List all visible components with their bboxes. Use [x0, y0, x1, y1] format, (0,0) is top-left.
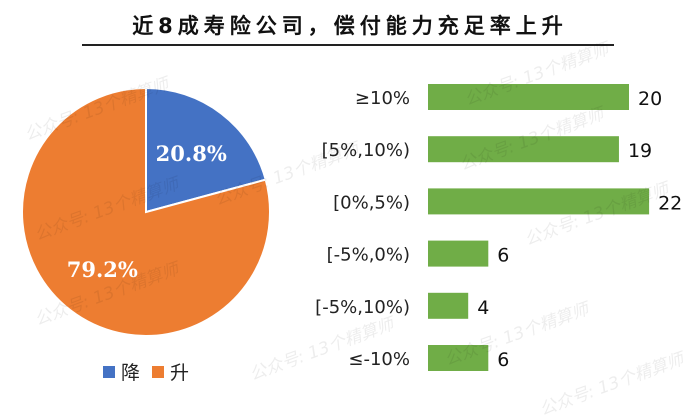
category-label-3: [-5%,0%): [327, 245, 410, 266]
category-label-0: ≥10%: [355, 88, 410, 109]
legend-item-increase: 升: [152, 358, 189, 385]
legend-item-decrease: 降: [103, 358, 140, 385]
category-label-2: [0%,5%): [333, 192, 410, 213]
bar-value-label-1: 19: [628, 140, 652, 162]
category-label-1: [5%,10%): [322, 140, 410, 161]
legend-label-decrease: 降: [121, 362, 141, 384]
pie-label-decrease: 20.8%: [156, 141, 227, 166]
bar-1: [428, 136, 619, 163]
legend-swatch-decrease: [103, 365, 115, 378]
bar-chart: ≥10% 20 [5%,10%) 19 [0%,5%) 22 [-5%,0%) 6 [-5%,1…: [315, 84, 682, 371]
chart-canvas: 20.8% 79.2% ≥10% 20 [5%,10%) 19 [0%,5%) 22 [-5%…: [21, 84, 682, 371]
category-label-5: ≤-10%: [348, 349, 410, 370]
pie-slice-increase: [21, 86, 271, 337]
bar-value-label-3: 6: [497, 245, 509, 267]
title-underline: [82, 44, 614, 46]
bar-0: [428, 84, 629, 110]
bar-value-label-4: 4: [477, 297, 489, 319]
bar-value-label-2: 22: [658, 192, 682, 214]
legend-label-increase: 升: [170, 362, 190, 384]
bar-4: [428, 292, 469, 319]
bar-value-label-0: 20: [638, 88, 662, 110]
category-label-4: [-5%,10%): [315, 297, 410, 318]
bar-5: [428, 345, 489, 371]
bar-3: [428, 240, 489, 267]
bar-2: [428, 188, 650, 215]
bar-value-label-5: 6: [497, 349, 509, 371]
pie-chart: 20.8% 79.2%: [21, 86, 271, 337]
chart-title: 近8成寿险公司，偿付能力充足率上升: [132, 14, 568, 38]
pie-slice-decrease: [145, 86, 267, 214]
pie-label-increase: 79.2%: [67, 257, 138, 282]
legend-swatch-increase: [152, 365, 164, 378]
